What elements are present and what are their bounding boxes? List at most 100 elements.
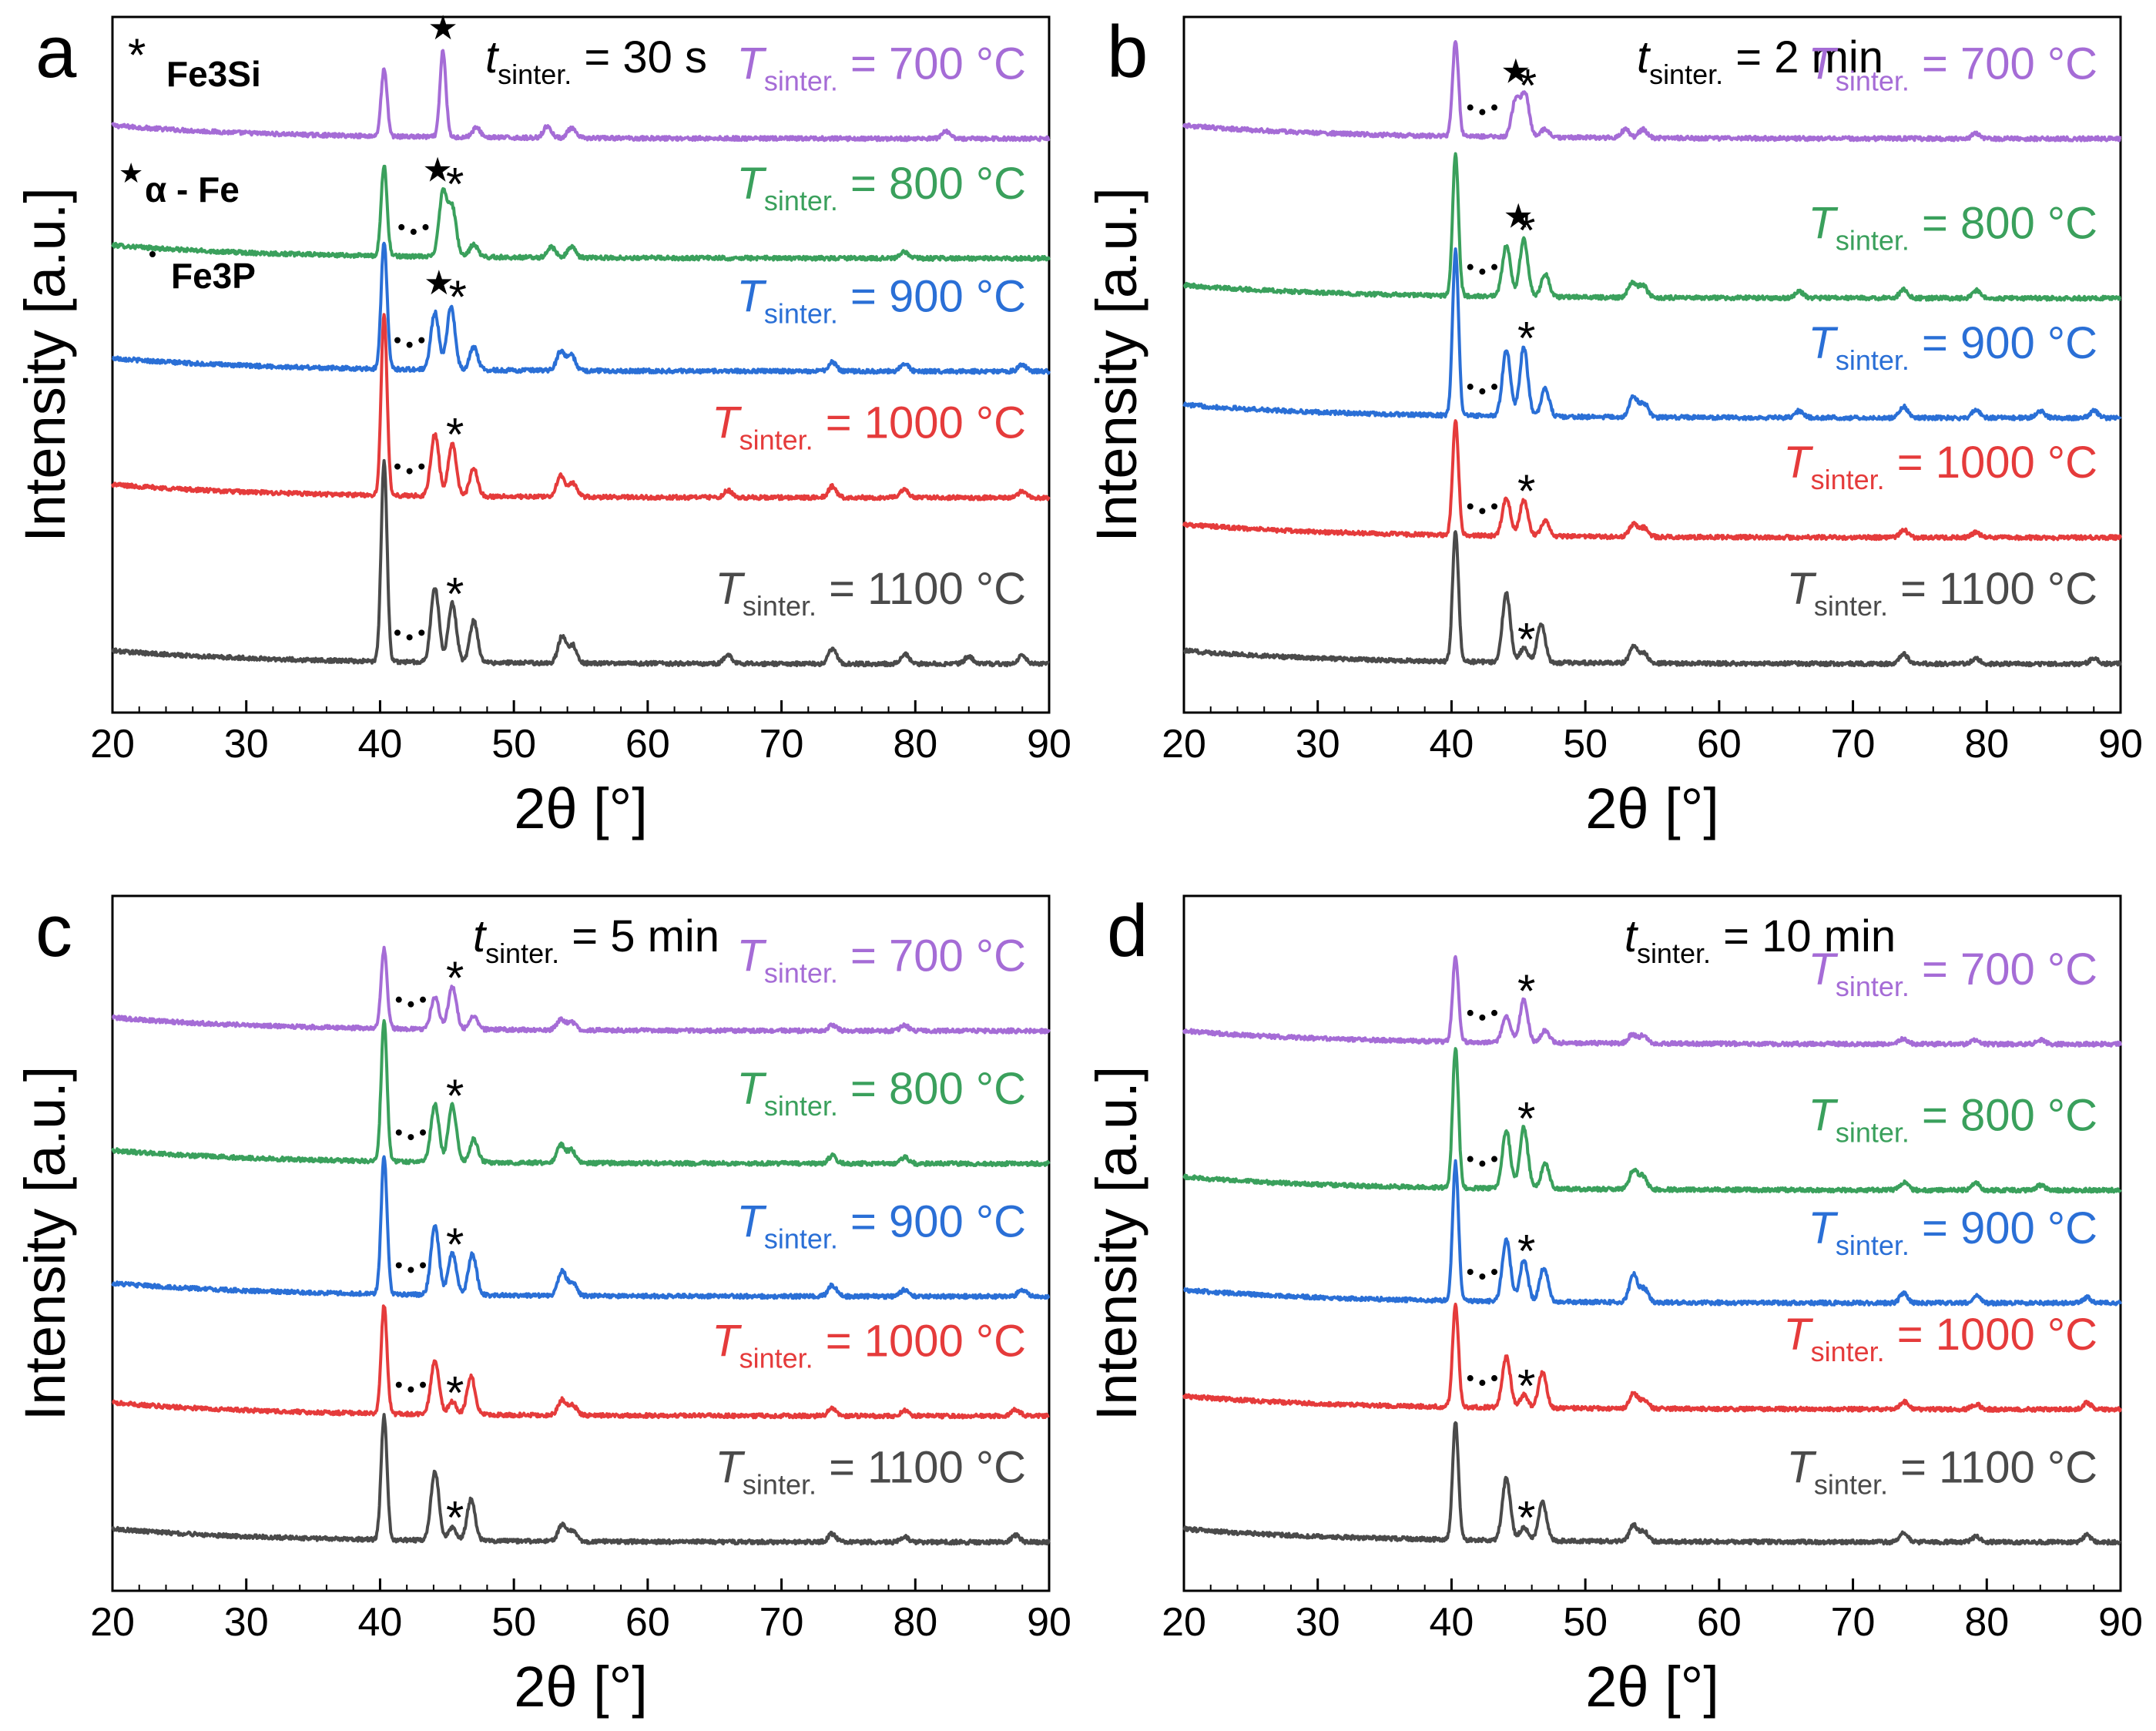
series-label: Tsinter. = 700 °C <box>736 931 1026 989</box>
x-tick-label: 20 <box>1162 722 1206 767</box>
alpha-fe-marker: ★ <box>422 151 452 189</box>
series-1: Tsinter. = 800 °C ★* <box>1182 152 2122 302</box>
series-label: Tsinter. = 900 °C <box>1808 318 2097 376</box>
x-tick-label: 70 <box>1831 1600 1876 1645</box>
legend-fe3p-symbol <box>149 251 156 257</box>
series-label: Tsinter. = 1100 °C <box>715 564 1026 622</box>
x-axis-title: 2θ [°] <box>514 777 648 840</box>
x-tick-label: 70 <box>759 722 804 767</box>
series-4: Tsinter. = 1100 °C * <box>111 1413 1051 1546</box>
series-line <box>1182 419 2122 542</box>
x-tick-label: 50 <box>491 722 536 767</box>
fe3p-marker <box>1479 1014 1486 1021</box>
series-2: Tsinter. = 900 °C * <box>111 1155 1051 1300</box>
x-tick-label: 30 <box>1296 1600 1340 1645</box>
x-tick-label: 50 <box>1563 722 1608 767</box>
series-line <box>1182 1421 2122 1546</box>
alpha-fe-marker: ★ <box>1504 197 1534 235</box>
panel-a: 20 30 40 50 60 70 80 90 2θ [°] Intensity [a.u.] a t… <box>13 9 1071 840</box>
panel-letter: b <box>1107 11 1148 93</box>
x-tick-label: 50 <box>491 1600 536 1645</box>
time-label: tsinter. = 5 min <box>473 911 719 969</box>
plot-frame <box>1182 15 2122 714</box>
series-label: Tsinter. = 700 °C <box>1808 39 2097 96</box>
fe3p-marker <box>1491 384 1498 391</box>
time-label: tsinter. = 2 min <box>1637 32 1883 90</box>
series-line <box>111 164 1051 262</box>
fe3p-marker <box>420 1262 427 1269</box>
x-tick-label: 60 <box>625 1600 670 1645</box>
series-line <box>111 241 1051 375</box>
fe3si-marker: * <box>1519 60 1537 112</box>
fe3p-marker <box>406 634 413 641</box>
fe3si-marker: * <box>1517 204 1535 256</box>
panel-letter: d <box>1107 890 1148 972</box>
series-label: Tsinter. = 700 °C <box>736 39 1026 96</box>
panel-c: 20 30 40 50 60 70 80 90 2θ [°] Intensity [a.u.] c t… <box>13 890 1071 1719</box>
time-label: tsinter. = 30 s <box>485 32 707 90</box>
series-2: Tsinter. = 900 °C ★* <box>111 241 1051 375</box>
series-line <box>1182 1047 2122 1194</box>
x-tick-label: 30 <box>224 1600 269 1645</box>
fe3p-marker <box>418 463 425 470</box>
fe3si-marker: * <box>446 1219 464 1270</box>
fe3p-marker <box>407 1001 414 1008</box>
series-1: Tsinter. = 800 °C★* <box>111 151 1051 262</box>
fe3si-marker: * <box>446 1070 464 1122</box>
x-tick-label: 90 <box>2098 722 2143 767</box>
fe3p-marker <box>418 337 425 344</box>
series-label: Tsinter. = 800 °C <box>1808 1090 2097 1148</box>
series-label: Tsinter. = 800 °C <box>1808 199 2097 257</box>
x-tick-label: 90 <box>1027 1600 1071 1645</box>
x-axis-title: 2θ [°] <box>1585 1655 1719 1719</box>
series-line <box>1182 152 2122 302</box>
fe3p-marker <box>395 996 402 1003</box>
series-label: Tsinter. = 800 °C <box>736 159 1026 216</box>
x-tick-label: 40 <box>358 722 403 767</box>
legend-fe3p: Fe3P <box>171 256 256 296</box>
fe3si-marker: * <box>1517 313 1535 364</box>
x-tick-label: 30 <box>224 722 269 767</box>
x-tick-label: 80 <box>893 722 937 767</box>
fe3si-marker: * <box>1517 465 1535 517</box>
fe3p-marker <box>1491 104 1498 111</box>
legend-fe3si: Fe3Si <box>166 54 261 94</box>
fe3p-marker <box>406 341 413 348</box>
fe3si-marker: * <box>1517 1492 1535 1544</box>
series-label: Tsinter. = 1100 °C <box>1786 1442 2097 1500</box>
fe3si-marker: * <box>449 271 467 323</box>
series-label: Tsinter. = 900 °C <box>736 271 1026 329</box>
x-tick-label: 70 <box>759 1600 804 1645</box>
series-label: Tsinter. = 1000 °C <box>1783 1310 2097 1367</box>
x-tick-label: 60 <box>1697 1600 1742 1645</box>
fe3p-marker <box>1479 508 1486 515</box>
x-tick-label: 80 <box>1964 722 2009 767</box>
series-0: Tsinter. = 700 °C ★* <box>1182 39 2122 143</box>
series-line <box>111 313 1051 502</box>
fe3p-marker <box>1479 109 1486 116</box>
series-0: Tsinter. = 700 °C * <box>1182 944 2122 1048</box>
fe3p-marker <box>410 228 417 235</box>
fe3si-marker: * <box>1517 1360 1535 1412</box>
x-tick-label: 40 <box>1430 1600 1474 1645</box>
fe3p-marker <box>407 1134 414 1141</box>
fe3p-marker <box>398 223 405 230</box>
x-tick-label: 90 <box>2098 1600 2143 1645</box>
series-line <box>111 49 1051 143</box>
series-line <box>111 1018 1051 1167</box>
fe3p-marker <box>420 1129 427 1136</box>
fe3p-marker <box>1479 388 1486 395</box>
legend-alpha-fe-symbol: ★ <box>119 157 143 189</box>
series-0: Tsinter. = 700 °C * <box>111 931 1051 1035</box>
fe3p-marker <box>407 1386 414 1393</box>
fe3p-marker <box>395 1262 402 1269</box>
panel-d: 20 30 40 50 60 70 80 90 2θ [°] Intensity [a.u.] d t… <box>1085 890 2143 1719</box>
fe3si-marker: * <box>446 568 464 619</box>
series-4: Tsinter. = 1100 °C * <box>1182 1421 2122 1546</box>
x-axis-title: 2θ [°] <box>514 1655 648 1719</box>
panel-letter: c <box>35 890 72 972</box>
series-4: Tsinter. = 1100 °C * <box>111 458 1051 668</box>
fe3si-marker: * <box>446 1367 464 1418</box>
fe3p-marker <box>394 629 401 636</box>
fe3p-marker <box>1491 1375 1498 1382</box>
